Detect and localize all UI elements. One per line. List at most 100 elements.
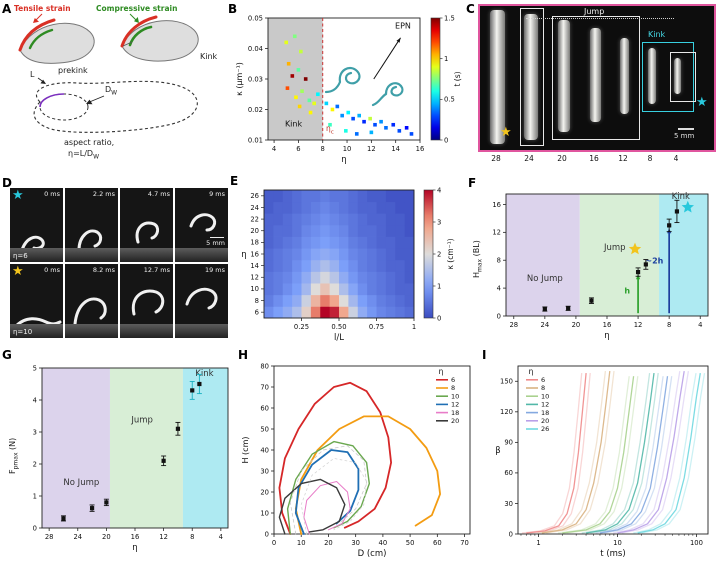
svg-text:8: 8 [190,533,194,541]
jump-extent-line [526,18,674,19]
svg-text:0.5: 0.5 [444,96,455,104]
svg-text:24: 24 [541,321,550,329]
panel-label-b: B [228,2,238,16]
ground [10,324,63,338]
svg-text:0.75: 0.75 [369,323,384,331]
svg-text:0.25: 0.25 [294,323,309,331]
svg-text:20: 20 [541,417,549,425]
panel-a-schematic [18,13,199,133]
panel-label-i: I [482,348,487,362]
fiber-sample-5 [620,38,629,114]
svg-text:30: 30 [351,539,360,547]
panel-label-a: A [2,2,12,16]
worm-photo [14,317,62,328]
svg-text:2: 2 [437,250,441,258]
curvature-vs-eta-scatter: 4 6 8 10 12 14 16 0.01 0.02 0.03 0.04 0.05 EPN Kink 0 0… [235,14,462,165]
snapshot-grid: 0 ms η=6 2.2 ms 4.7 ms 9 ms 5 mm [10,188,228,338]
snapshot-frame: 0 ms η=6 [10,188,63,262]
fiber-sample-3 [558,20,570,132]
svg-text:Jump: Jump [603,243,626,253]
worm-photo [77,229,103,252]
eta-axis-value: 20 [557,154,567,163]
timestamp: 2.2 ms [92,190,115,198]
worm-photo [131,289,165,316]
kink-notch-line [122,41,133,47]
aspect-ratio-formula: η=L/DW [68,149,100,161]
svg-text:0.01: 0.01 [248,136,263,144]
svg-text:12: 12 [492,229,501,237]
svg-text:20: 20 [260,488,269,496]
worm-photo [189,213,217,232]
worm-loop-icon [324,66,361,94]
fiber-sample-1 [490,10,505,144]
svg-text:20: 20 [572,321,581,329]
eta-axis-value: 16 [589,154,599,163]
svg-text:50: 50 [260,425,269,433]
svg-text:6: 6 [451,376,455,384]
prekink-body [19,22,95,64]
svg-text:η: η [604,331,609,341]
svg-text:3: 3 [33,428,37,436]
panel-f: F 28 24 20 16 12 8 4 0 4 8 12 16 No Jump Jump Kink h ~2h… [468,176,718,348]
svg-text:1: 1 [536,539,540,547]
scale-label: 5 mm [206,239,225,247]
svg-text:4: 4 [33,396,37,404]
svg-text:4: 4 [437,186,441,194]
svg-text:0: 0 [437,314,441,322]
kink-tensile-edge [120,15,158,48]
eta-axis-value: 4 [673,154,679,163]
svg-text:6: 6 [296,145,300,153]
svg-text:2: 2 [33,460,37,468]
jump-height-scatter: 28 24 20 16 12 8 4 0 4 8 12 16 No Jump Jump Kink h ~2h η [492,192,709,341]
svg-text:18: 18 [451,409,459,417]
svg-text:10: 10 [260,509,269,517]
svg-text:28: 28 [509,321,518,329]
fpmax-axis-label: Fpmax (N) [8,437,20,474]
svg-text:EPN: EPN [395,22,411,31]
eta-label: η=6 [13,252,28,260]
svg-text:70: 70 [260,383,269,391]
svg-text:Kink: Kink [285,119,303,128]
svg-text:60: 60 [504,469,513,477]
panel-label-f: F [468,176,477,190]
svg-text:Kink: Kink [672,192,690,202]
svg-text:0.04: 0.04 [248,45,263,53]
worm-photo [135,221,160,244]
panel-label-e: E [230,174,239,188]
ground [175,248,228,262]
svg-text:14: 14 [250,262,259,270]
svg-text:16: 16 [250,250,259,258]
snapshot-frame: 19 ms [175,264,228,338]
timestamp: 8.2 ms [92,266,115,274]
strain-arrows [33,13,139,23]
l-arrow [37,77,46,84]
worm-loop-purple-arc [39,93,65,108]
svg-text:η: η [341,155,346,165]
panel-d: D 0 ms η=6 2.2 ms 4.7 ms 9 ms [2,176,228,344]
snapshot-frame: 4.7 ms [120,188,173,262]
svg-text:4: 4 [497,284,501,292]
svg-text:l/L: l/L [334,333,344,343]
ground [120,324,173,338]
ground [10,248,63,262]
ground [175,324,228,338]
eta-axis-value: 8 [647,154,653,163]
svg-text:6: 6 [255,308,259,316]
snapshot-frame: 8.2 ms [65,264,118,338]
panel-label-c: C [466,2,475,16]
svg-text:3: 3 [437,218,441,226]
panel-h: H 0 10 20 30 40 50 60 70 0 10 20 30 40 50 60 70 80 η 6 8 10 1… [238,348,482,566]
eta-axis-value: 24 [524,154,534,163]
svg-text:20: 20 [250,227,259,235]
svg-text:η: η [132,543,137,553]
worm-photo [73,297,107,326]
svg-text:10: 10 [250,285,259,293]
svg-text:1: 1 [412,323,416,331]
svg-text:0.50: 0.50 [331,323,346,331]
svg-text:H (cm): H (cm) [241,437,250,464]
svg-text:22: 22 [250,215,259,223]
eta-axis-value: 28 [491,154,501,163]
svg-text:10: 10 [451,392,459,400]
svg-text:0.05: 0.05 [248,14,263,22]
